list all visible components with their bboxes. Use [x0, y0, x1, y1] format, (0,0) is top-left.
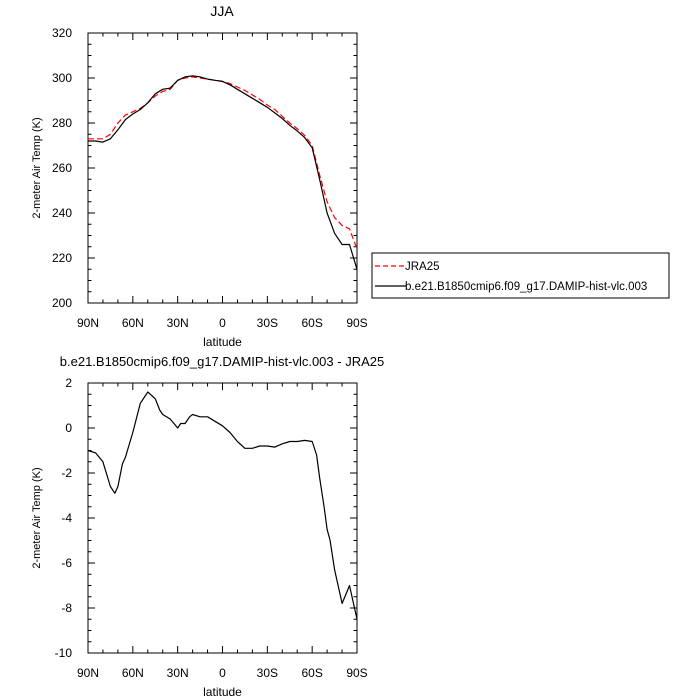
panel1-title: JJA — [210, 3, 234, 19]
panel1-xtick-label: 60N — [122, 316, 144, 330]
panel1-xtick-label: 60S — [301, 316, 322, 330]
panel2-xtick-label: 60N — [122, 666, 144, 680]
panel2-ytick-label: -2 — [61, 466, 72, 480]
panel2-xaxis-label: latitude — [203, 685, 242, 699]
panel2-ytick-label: 2 — [65, 376, 72, 390]
legend-box — [371, 252, 670, 299]
panel1-ytick-label: 240 — [52, 206, 72, 220]
panel2-ytick-label: 0 — [65, 421, 72, 435]
panel2-xtick-label: 60S — [301, 666, 322, 680]
panel1-xtick-label: 30N — [167, 316, 189, 330]
panel1-xtick-label: 90S — [346, 316, 367, 330]
panel1-series-line-1 — [88, 76, 358, 250]
panel2-xtick-label: 90N — [77, 666, 99, 680]
panel2-ytick-label: -8 — [61, 601, 72, 615]
panel1-xtick-label: 90N — [77, 316, 99, 330]
panel2-ytick-label: -6 — [61, 556, 72, 570]
panel1-yaxis-label: 2-meter Air Temp (K) — [31, 117, 43, 218]
panel2-xtick-label: 0 — [219, 666, 226, 680]
panel1-xtick-label: 30S — [257, 316, 278, 330]
panel1-xaxis-label: latitude — [203, 335, 242, 349]
panel1-ytick-label: 320 — [52, 26, 72, 40]
panel2-title: b.e21.B1850cmip6.f09_g17.DAMIP-hist-vlc.… — [60, 354, 384, 369]
panel1-ytick-label: 280 — [52, 116, 72, 130]
panel1-ytick-label: 260 — [52, 161, 72, 175]
panel2-ytick-label: -4 — [61, 511, 72, 525]
panel2-series-line-1 — [87, 391, 358, 620]
panel1-series-line-2 — [88, 75, 358, 270]
panel2-xtick-label: 30S — [257, 666, 278, 680]
panel1-ytick-label: 300 — [52, 71, 72, 85]
panel1-ytick-label: 220 — [52, 251, 72, 265]
panel2-xtick-label: 90S — [346, 666, 367, 680]
panel2-plot-frame — [87, 382, 358, 654]
panel2-xtick-label: 30N — [167, 666, 189, 680]
legend-label-1: JRA25 — [405, 261, 440, 273]
panel2-yaxis-label: 2-meter Air Temp (K) — [31, 467, 43, 568]
legend-label-2: b.e21.B1850cmip6.f09_g17.DAMIP-hist-vlc.… — [405, 281, 647, 293]
panel1-xtick-label: 0 — [219, 316, 226, 330]
panel1-ytick-label: 200 — [52, 296, 72, 310]
panel2-ytick-label: -10 — [55, 646, 73, 660]
